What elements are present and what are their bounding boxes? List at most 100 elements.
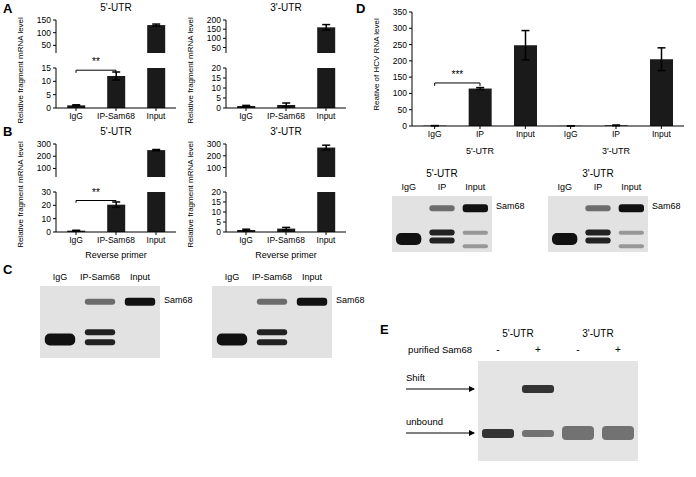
svg-text:Input: Input bbox=[147, 235, 167, 245]
svg-text:15: 15 bbox=[212, 197, 222, 207]
svg-text:IgG: IgG bbox=[69, 235, 83, 245]
svg-text:10: 10 bbox=[42, 214, 52, 224]
svg-text:150: 150 bbox=[207, 24, 221, 34]
svg-text:200: 200 bbox=[207, 151, 221, 161]
svg-text:IP-Sam68: IP-Sam68 bbox=[97, 111, 135, 121]
svg-text:20: 20 bbox=[212, 63, 222, 73]
svg-text:300: 300 bbox=[393, 23, 407, 33]
svg-text:3'-UTR: 3'-UTR bbox=[582, 328, 613, 339]
svg-text:+: + bbox=[535, 344, 541, 355]
svg-text:IP: IP bbox=[476, 129, 484, 139]
svg-text:50: 50 bbox=[212, 43, 222, 53]
svg-text:***: *** bbox=[451, 69, 463, 80]
svg-text:0: 0 bbox=[216, 103, 221, 113]
html-text:5'-UTR: 5'-UTR bbox=[426, 168, 458, 179]
svg-text:0: 0 bbox=[46, 103, 51, 113]
svg-text:5: 5 bbox=[216, 93, 221, 103]
svg-text:Input: Input bbox=[516, 129, 536, 139]
html-text:B: B bbox=[3, 124, 13, 139]
svg-text:unbound: unbound bbox=[406, 416, 443, 427]
html-text:IgG: IgG bbox=[52, 272, 68, 282]
html-text:3'-UTR: 3'-UTR bbox=[270, 2, 302, 13]
svg-text:150: 150 bbox=[37, 15, 51, 25]
svg-text:200: 200 bbox=[37, 151, 51, 161]
svg-text:250: 250 bbox=[393, 40, 407, 50]
svg-text:20: 20 bbox=[42, 200, 52, 210]
svg-text:**: ** bbox=[92, 187, 100, 198]
svg-text:300: 300 bbox=[37, 139, 51, 149]
svg-text:10: 10 bbox=[212, 207, 222, 217]
html-text:5'-UTR: 5'-UTR bbox=[100, 126, 132, 137]
html-text:C: C bbox=[3, 262, 13, 277]
svg-text:purified Sam68: purified Sam68 bbox=[408, 344, 472, 355]
svg-text:0: 0 bbox=[46, 227, 51, 237]
svg-text:200: 200 bbox=[207, 15, 221, 25]
html-text:Relative fragment mRNA level: Relative fragment mRNA level bbox=[15, 17, 25, 124]
svg-text:100: 100 bbox=[207, 33, 221, 43]
svg-text:350: 350 bbox=[393, 7, 407, 17]
svg-text:IgG: IgG bbox=[564, 129, 578, 139]
svg-text:-: - bbox=[576, 344, 579, 355]
html-text:Sam68: Sam68 bbox=[336, 294, 365, 305]
svg-text:0: 0 bbox=[402, 121, 407, 131]
svg-text:100: 100 bbox=[393, 88, 407, 98]
svg-text:IP: IP bbox=[612, 129, 620, 139]
svg-text:Input: Input bbox=[652, 129, 672, 139]
html-text:A: A bbox=[3, 1, 13, 16]
svg-text:**: ** bbox=[92, 56, 100, 67]
svg-text:Input: Input bbox=[147, 111, 167, 121]
svg-text:10: 10 bbox=[42, 76, 52, 86]
html-text:Input: Input bbox=[302, 272, 322, 282]
svg-text:15: 15 bbox=[42, 63, 52, 73]
svg-text:300: 300 bbox=[207, 139, 221, 149]
svg-text:100: 100 bbox=[207, 163, 221, 173]
svg-text:Shift: Shift bbox=[406, 372, 425, 383]
svg-text:IgG: IgG bbox=[239, 235, 253, 245]
svg-text:IP-Sam68: IP-Sam68 bbox=[267, 235, 305, 245]
html-text:3'-UTR: 3'-UTR bbox=[582, 168, 614, 179]
html-text:Sam68: Sam68 bbox=[652, 201, 681, 212]
svg-text:15: 15 bbox=[212, 73, 222, 83]
html-text:IgG: IgG bbox=[224, 272, 240, 282]
html-text:Reverse primer: Reverse primer bbox=[255, 250, 317, 260]
html-text:3'-UTR: 3'-UTR bbox=[270, 126, 302, 137]
svg-text:5'-UTR: 5'-UTR bbox=[502, 328, 533, 339]
html-text:Relative fragment mRNA level: Relative fragment mRNA level bbox=[185, 141, 195, 248]
svg-text:50: 50 bbox=[42, 40, 52, 50]
svg-text:5: 5 bbox=[46, 90, 51, 100]
html-text:Reverse primer: Reverse primer bbox=[85, 250, 147, 260]
html-text:Reative of HCV RNA level: Reative of HCV RNA level bbox=[371, 17, 381, 111]
svg-text:0: 0 bbox=[216, 227, 221, 237]
html-text:Sam68: Sam68 bbox=[164, 294, 193, 305]
svg-text:+: + bbox=[615, 344, 621, 355]
html-text:Relative fragment mRNA level: Relative fragment mRNA level bbox=[185, 17, 195, 124]
svg-text:IgG: IgG bbox=[428, 129, 442, 139]
svg-text:200: 200 bbox=[393, 56, 407, 66]
svg-text:100: 100 bbox=[37, 28, 51, 38]
html-text:3'-UTR: 3'-UTR bbox=[601, 146, 631, 156]
html-text:IP-Sam68: IP-Sam68 bbox=[252, 272, 292, 282]
html-text:Sam68: Sam68 bbox=[496, 201, 525, 212]
svg-text:IP-Sam68: IP-Sam68 bbox=[97, 235, 135, 245]
svg-text:10: 10 bbox=[212, 83, 222, 93]
html-text:Relative fragment mRNA level: Relative fragment mRNA level bbox=[15, 141, 25, 248]
svg-text:IP-Sam68: IP-Sam68 bbox=[267, 111, 305, 121]
html-text:5'-UTR: 5'-UTR bbox=[100, 2, 132, 13]
html-text:IP-Sam68: IP-Sam68 bbox=[80, 272, 120, 282]
svg-text:100: 100 bbox=[37, 163, 51, 173]
svg-text:5: 5 bbox=[216, 217, 221, 227]
html-text:5'-UTR: 5'-UTR bbox=[465, 146, 495, 156]
svg-text:30: 30 bbox=[42, 187, 52, 197]
svg-text:IgG: IgG bbox=[239, 111, 253, 121]
svg-text:IgG: IgG bbox=[69, 111, 83, 121]
svg-text:Input: Input bbox=[317, 235, 337, 245]
svg-text:-: - bbox=[496, 344, 499, 355]
svg-text:20: 20 bbox=[212, 187, 222, 197]
svg-text:Input: Input bbox=[317, 111, 337, 121]
html-text:IgG: IgG bbox=[401, 182, 416, 192]
html-text:D: D bbox=[356, 1, 366, 16]
svg-text:50: 50 bbox=[398, 105, 408, 115]
svg-text:150: 150 bbox=[393, 72, 407, 82]
html-text:IP: IP bbox=[437, 182, 447, 192]
html-text:Input: Input bbox=[130, 272, 150, 282]
